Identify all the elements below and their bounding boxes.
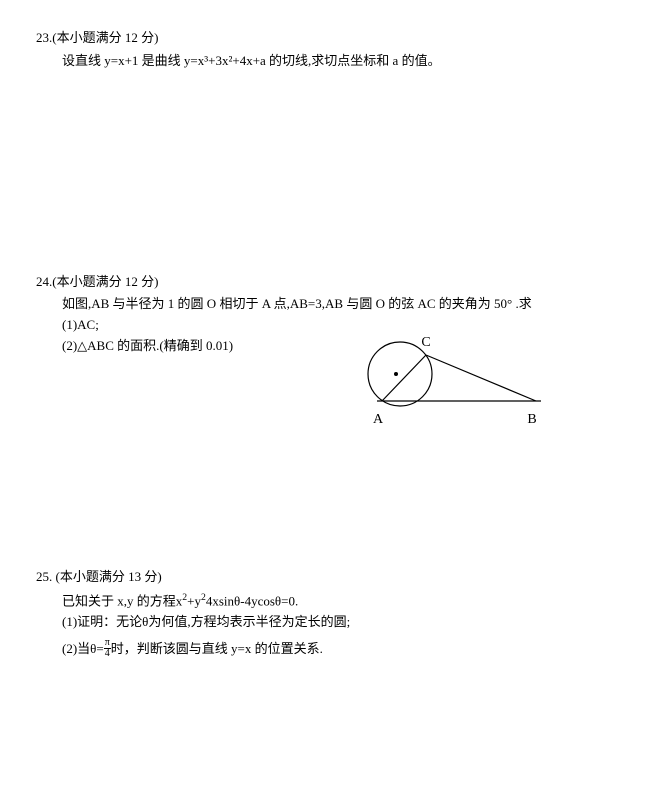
q25-line3: (2)当θ=π4时，判断该圆与直线 y=x 的位置关系. [36, 639, 623, 661]
label-c: C [421, 335, 430, 350]
spacer-1 [36, 72, 623, 272]
problem-23: 23.(本小题满分 12 分) 设直线 y=x+1 是曲线 y=x³+3x²+4… [36, 28, 623, 72]
q25-header-text: . (本小题满分 13 分) [49, 569, 162, 584]
circle-o [368, 342, 432, 406]
q25-line3-pre: (2)当θ= [62, 641, 104, 656]
center-dot [394, 372, 398, 376]
q24-header-text: .(本小题满分 12 分) [49, 274, 158, 289]
fraction-pi-4: π4 [104, 638, 111, 659]
line-bc [426, 355, 536, 401]
q24-line1: 如图,AB 与半径为 1 的圆 O 相切于 A 点,AB=3,AB 与圆 O 的… [36, 294, 623, 315]
label-b: B [527, 412, 536, 427]
q25-line1-post: 4xsinθ-4ycosθ=0. [206, 593, 298, 608]
exam-page: 23.(本小题满分 12 分) 设直线 y=x+1 是曲线 y=x³+3x²+4… [0, 0, 659, 660]
q25-line2: (1)证明：无论θ为何值,方程均表示半径为定长的圆; [36, 612, 623, 633]
q25-line1-mid: +y [187, 593, 201, 608]
q25-number: 25 [36, 569, 49, 584]
label-a: A [373, 412, 384, 427]
q23-body: 设直线 y=x+1 是曲线 y=x³+3x²+4x+a 的切线,求切点坐标和 a… [36, 51, 623, 72]
q24-body: 如图,AB 与半径为 1 的圆 O 相切于 A 点,AB=3,AB 与圆 O 的… [36, 294, 623, 356]
problem-24-header: 24.(本小题满分 12 分) [36, 272, 623, 293]
q25-line1-pre: 已知关于 x,y 的方程x [62, 593, 182, 608]
problem-25-header: 25. (本小题满分 13 分) [36, 567, 623, 588]
q25-line3-post: 时，判断该圆与直线 y=x 的位置关系. [111, 641, 323, 656]
problem-23-header: 23.(本小题满分 12 分) [36, 28, 623, 49]
frac-den: 4 [104, 649, 111, 659]
chord-ac [382, 355, 426, 401]
q24-number: 24 [36, 274, 49, 289]
problem-24: 24.(本小题满分 12 分) 如图,AB 与半径为 1 的圆 O 相切于 A … [36, 272, 623, 357]
q24-figure: C A B [346, 328, 576, 458]
q23-number: 23 [36, 30, 49, 45]
circle-tangent-diagram: C A B [346, 328, 576, 458]
q23-header-text: .(本小题满分 12 分) [49, 30, 158, 45]
problem-25: 25. (本小题满分 13 分) 已知关于 x,y 的方程x2+y24xsinθ… [36, 567, 623, 660]
q25-line1: 已知关于 x,y 的方程x2+y24xsinθ-4ycosθ=0. [36, 590, 623, 612]
